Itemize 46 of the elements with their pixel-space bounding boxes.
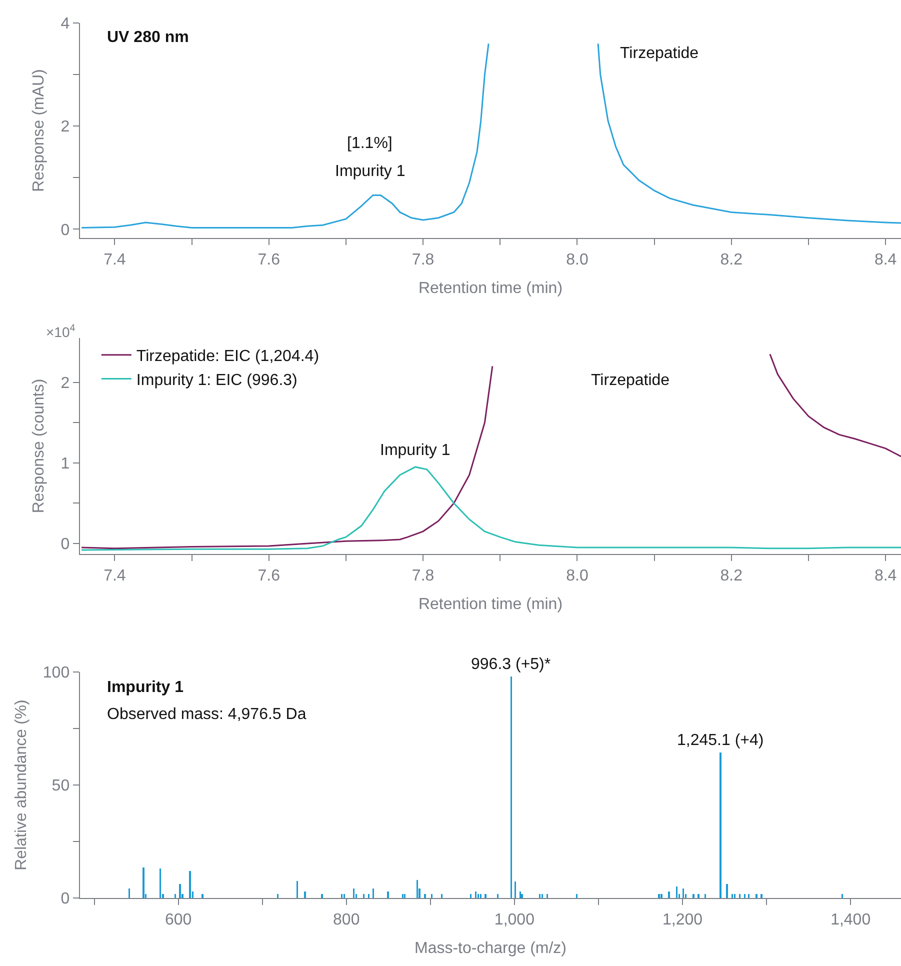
annotation: [1.1%] [347,135,392,152]
y-tick-label: 4 [60,16,70,33]
x-tick-label: 8.0 [566,251,588,268]
x-tick-label: 7.6 [258,251,280,268]
y-tick-label: 100 [42,664,70,682]
annotation: 996.3 (+5)* [471,656,551,673]
y-tick-label: 0 [60,222,70,239]
y-tick-label: 2 [60,118,70,136]
y-tick-label: 50 [52,778,70,795]
x-tick-label: 8.4 [874,567,897,584]
x-tick-label: 7.8 [412,251,434,268]
x-tick-label: 1,000 [494,911,535,928]
annotation: Tirzepatide [620,45,699,62]
x-axis-title: Retention time (min) [418,596,563,613]
annotation: 1,245.1 (+4) [677,732,764,749]
legend-label: Tirzepatide: EIC (1,204.4) [136,348,320,366]
y-tick-label: 0 [60,536,70,554]
x-tick-label: 7.4 [104,251,126,268]
annotation: Impurity 1 [380,442,450,459]
legend-label: Impurity 1: EIC (996.3) [136,372,298,389]
y-axis-title: Response (counts) [30,378,48,514]
line-series [80,466,901,551]
y-tick-label: 0 [60,890,70,908]
x-tick-label: 8.0 [566,567,588,584]
x-tick-label: 600 [164,911,192,928]
x-tick-label: 8.4 [874,251,897,268]
y-axis-title: Relative abundance (%) [12,700,30,870]
annotation: Impurity 1 [335,163,406,180]
x-tick-label: 1,400 [830,911,871,928]
annotation: Tirzepatide [591,372,670,389]
text: ×10$^{4}$ [46,323,76,340]
x-tick-label: 8.2 [720,251,743,268]
chart-title: Impurity 1 [107,679,184,696]
y-tick-label: 2 [60,374,70,392]
x-tick-label: 7.8 [412,567,434,584]
y-axis-title: Response (mAU) [30,69,48,192]
text: Observed mass: 4,976.5 Da [107,706,306,723]
x-tick-label: 1,200 [662,911,703,928]
y-tick-label: 1 [60,456,70,473]
x-tick-label: 800 [333,911,360,928]
x-axis-title: Mass-to-charge (m/z) [414,940,567,957]
x-tick-label: 7.6 [258,567,280,584]
chart-title: UV 280 nm [107,29,189,46]
x-tick-label: 7.4 [104,567,126,584]
x-axis-title: Retention time (min) [418,280,563,297]
x-tick-label: 8.2 [720,567,743,584]
